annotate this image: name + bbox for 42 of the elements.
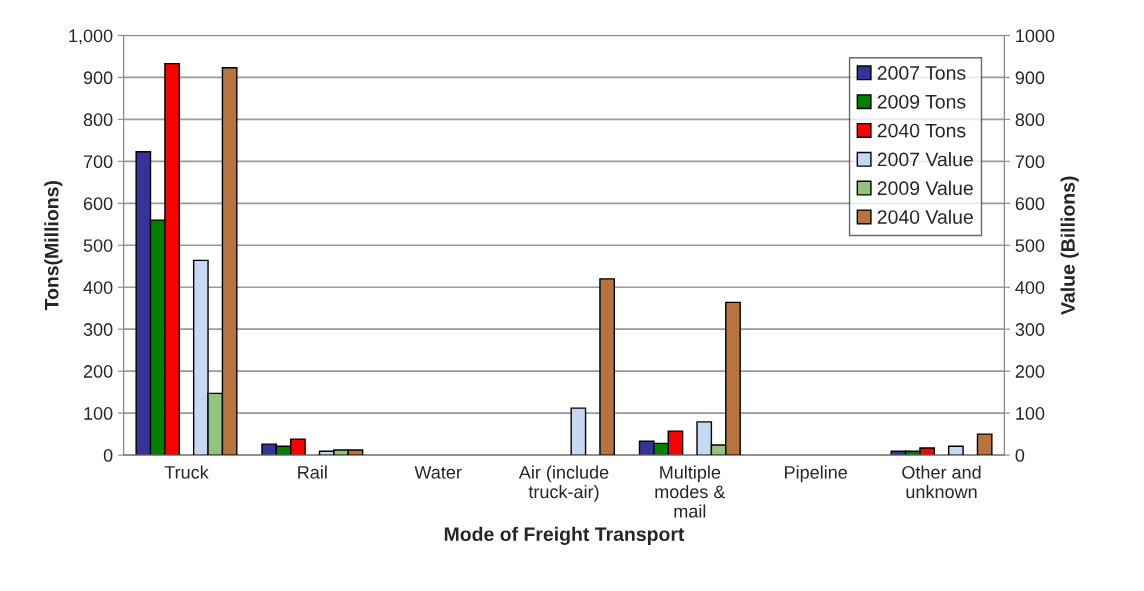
bar <box>570 407 587 456</box>
y-tick-label: 200 <box>83 365 113 378</box>
y2-tick-label: 900 <box>1015 71 1045 85</box>
x-tick-label: Rail <box>298 465 327 479</box>
legend-label: 2007 Value <box>877 152 973 167</box>
x-tick-label: Multiple modes & mail <box>655 465 726 518</box>
y2-tick-label: 0 <box>1015 449 1025 462</box>
y-tick-label: 700 <box>83 155 113 169</box>
x-tick-label: Other and unknown <box>902 465 981 499</box>
y-tick-label: 800 <box>83 113 113 127</box>
y-tick-label: 500 <box>83 239 113 252</box>
y2-tick-label: 1000 <box>1016 29 1055 43</box>
y2-tick-label: 100 <box>1016 407 1045 420</box>
x-tick-label: Air (include truck-air) <box>518 465 609 502</box>
bar <box>976 433 993 456</box>
y2-tick-label: 400 <box>1015 281 1045 294</box>
legend-label: 2007 Tons <box>877 66 966 80</box>
legend-label: 2040 Value <box>877 209 973 224</box>
y-axis-title: Tons(Millions) <box>44 181 63 311</box>
x-tick-label: Pipeline <box>785 465 847 483</box>
y-tick-label: 400 <box>83 281 113 294</box>
x-tick-label: Water <box>414 466 462 479</box>
y2-tick-label: 200 <box>1015 365 1045 378</box>
y-tick-label: 900 <box>83 71 113 85</box>
x-tick-label: Truck <box>164 465 209 479</box>
y2-tick-label: 500 <box>1015 239 1045 252</box>
y-tick-label: 1,000 <box>69 29 113 45</box>
legend-label: 2009 Value <box>877 180 973 196</box>
legend-label: 2009 Tons <box>877 94 966 109</box>
y2-tick-label: 300 <box>1015 323 1045 336</box>
y-tick-label: 300 <box>83 323 113 336</box>
bar <box>948 445 964 456</box>
y2-tick-label: 800 <box>1015 113 1045 127</box>
y2-tick-label: 700 <box>1015 155 1045 169</box>
y-tick-label: 600 <box>83 197 113 211</box>
legend-label: 2040 Tons <box>877 123 966 138</box>
y2-tick-label: 600 <box>1015 197 1045 211</box>
y2-axis-title: Value (Billions) <box>1060 176 1079 315</box>
y-tick-label: 0 <box>103 449 113 462</box>
y-tick-label: 100 <box>84 407 113 420</box>
x-axis-title: Mode of Freight Transport <box>444 526 685 545</box>
bar <box>599 278 616 456</box>
